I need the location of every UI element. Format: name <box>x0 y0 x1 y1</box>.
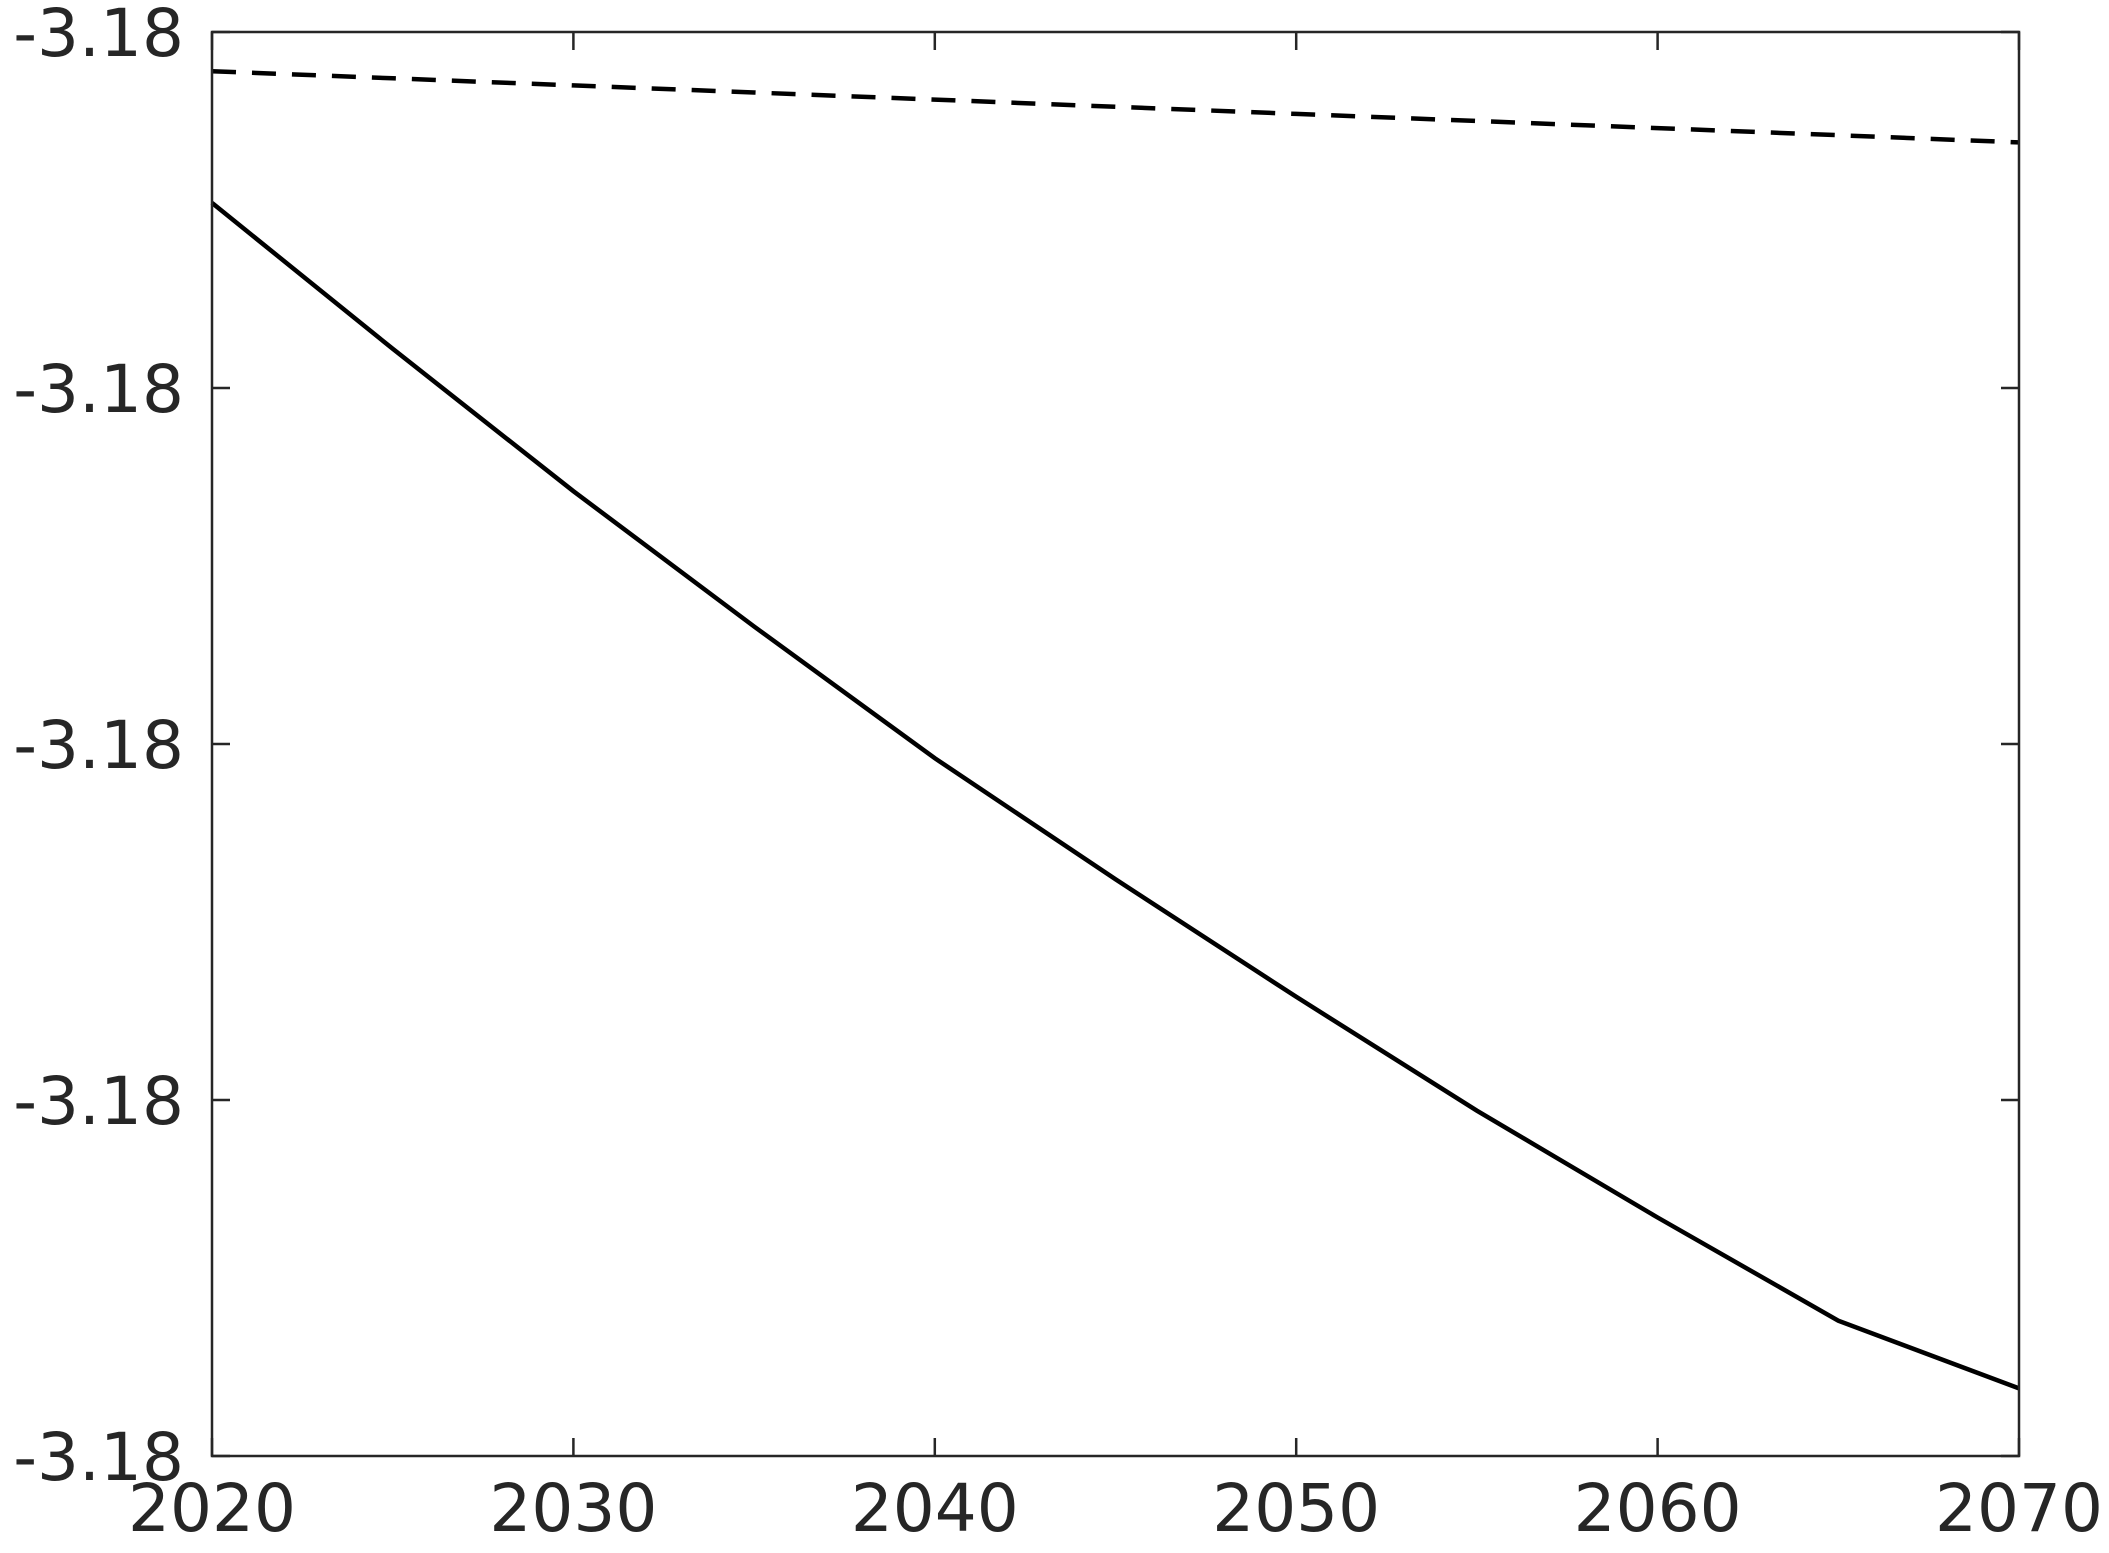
y-tick-label-1: -3.18 <box>13 1063 184 1140</box>
x-tick-label-5: 2070 <box>1935 1470 2103 1547</box>
x-tick-label-4: 2060 <box>1574 1470 1742 1547</box>
x-axis-tick-labels: 2020 2030 2040 2050 2060 2070 <box>128 1470 2103 1547</box>
y-axis-ticks <box>212 30 2019 1458</box>
plot-area-frame <box>210 30 2021 1458</box>
y-tick-label-2: -3.18 <box>13 707 184 784</box>
y-tick-label-4: -3.18 <box>13 0 184 72</box>
x-tick-label-0: 2020 <box>128 1470 296 1547</box>
series-line-dashed <box>211 68 2020 145</box>
x-axis-ticks <box>210 32 2021 1456</box>
y-axis-tick-labels: -3.18 -3.18 -3.18 -3.18 -3.18 <box>13 0 184 1496</box>
x-tick-label-1: 2030 <box>489 1470 657 1547</box>
series-layer <box>210 68 2020 1391</box>
x-tick-label-2: 2040 <box>851 1470 1019 1547</box>
y-tick-label-3: -3.18 <box>13 351 184 428</box>
series-line-solid <box>210 201 2020 1391</box>
x-tick-label-3: 2050 <box>1212 1470 1380 1547</box>
y-tick-label-0: -3.18 <box>13 1419 184 1496</box>
